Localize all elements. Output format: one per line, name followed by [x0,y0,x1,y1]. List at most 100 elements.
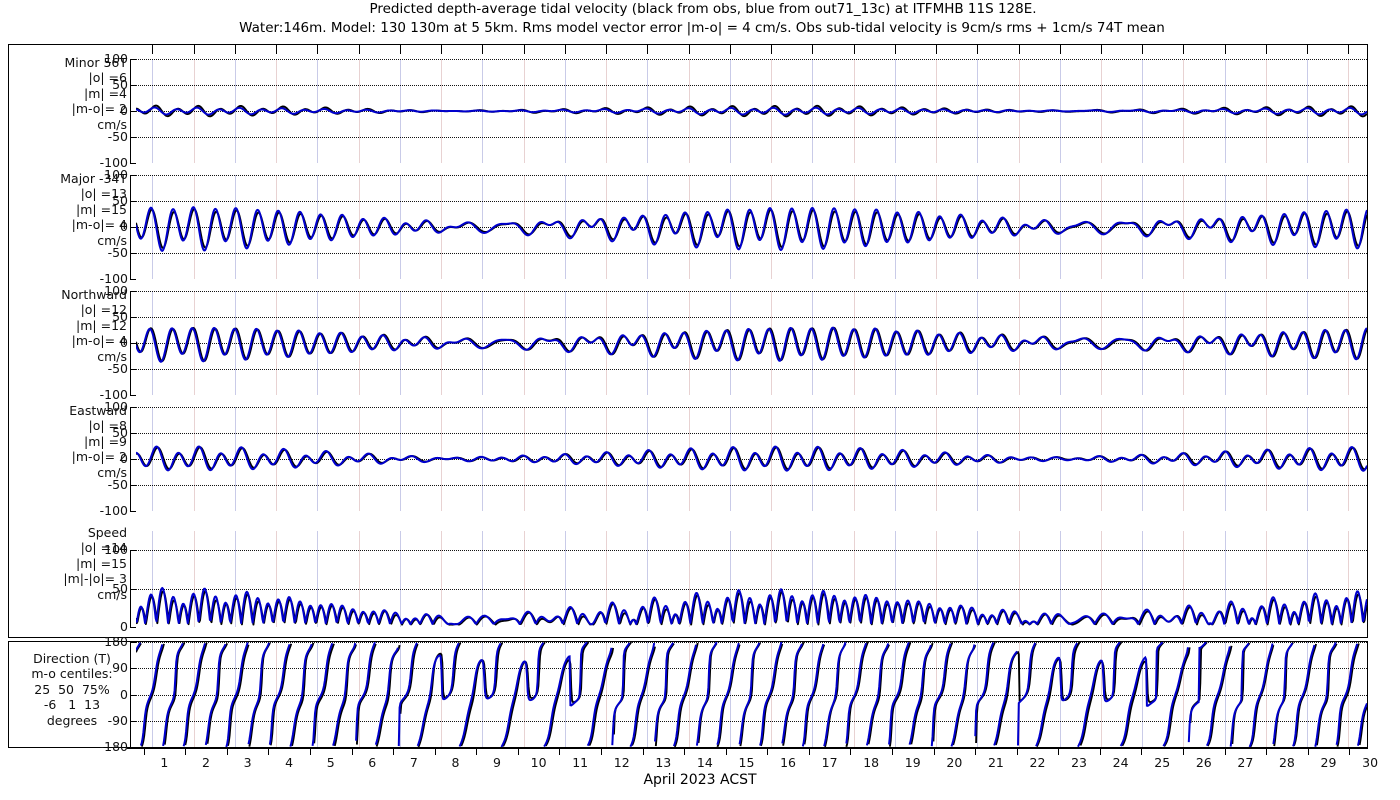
y-tick-label: -90 [107,712,128,728]
top-tick [936,45,938,54]
horizontal-gridline [136,253,1367,254]
vertical-gridline [564,531,566,627]
plot-area-eastward [136,407,1367,511]
y-tick-label: 100 [104,541,128,557]
panel-label-line: |m-o|= 4 [71,333,127,349]
y-tick-minor [130,137,136,138]
x-tick-label: 14 [696,755,713,770]
vertical-gridline [1059,531,1061,627]
top-tick [606,45,608,54]
horizontal-gridline [136,85,1367,86]
horizontal-gridline [136,137,1367,138]
x-tick [725,748,727,755]
vertical-gridline [936,531,938,627]
y-tick-label: 0 [120,334,128,350]
x-tick [434,748,436,755]
top-tick [812,45,814,54]
panel-label-line: |m| =15 [76,555,127,571]
panel-label-line: |m| =15 [76,201,127,217]
panel-northward: Northward |o| =12 |m| =12 |m-o|= 4 cm/s -100-… [9,284,1367,400]
panel-label-line: |m| =12 [76,317,127,333]
x-tick [185,748,187,755]
x-tick [975,748,977,755]
y-tick-speed [130,588,136,590]
x-tick-label: 2 [202,755,210,770]
top-tick [1059,45,1061,54]
x-tick [476,748,478,755]
horizontal-gridline [136,343,1367,344]
x-tick-label: 1 [160,755,169,770]
x-tick-label: 30 [1362,755,1379,770]
x-tick-label: 19 [904,755,921,770]
top-tick [317,45,319,54]
x-tick [642,748,644,755]
y-tick-label: -50 [107,128,128,144]
panel-label-line: |m|-|o|= 3 [63,571,127,587]
y-tick-northward [130,291,136,292]
vertical-gridline [688,531,690,627]
x-tick-label: 12 [613,755,630,770]
y-tick-direction [130,720,136,722]
y-tick-label: 0 [120,102,128,118]
x-tick [684,748,686,755]
y-tick-minor [130,85,136,86]
x-tick-label: 22 [1029,755,1046,770]
horizontal-gridline [136,291,1367,292]
x-tick [517,748,519,755]
y-tick-direction [130,668,136,670]
vertical-gridline [152,531,154,627]
y-tick-minor [130,59,136,60]
y-tick-label: 0 [120,450,128,466]
x-tick [1182,748,1184,755]
top-tick [1307,45,1309,54]
x-axis: 1 2 3 4 5 6 7 8 9 10 11 12 13 14 15 16 17 18 19 20 21 22 23 24 2… [8,748,1378,770]
y-tick-speed [130,627,136,628]
x-tick-label: 6 [368,755,377,770]
vertical-gridline [317,531,319,627]
x-tick [1349,748,1351,755]
horizontal-gridline [136,175,1367,176]
vertical-gridline [771,531,773,627]
y-tick-major [130,175,136,176]
series-model-speed [136,588,1367,624]
horizontal-gridline [136,642,1367,643]
vertical-gridline [276,531,278,627]
panel-label-line: |o| =13 [80,186,127,202]
y-tick-label: 0 [120,618,128,634]
axis-zone-minor: -100 -50 0 50 100 [100,52,1367,168]
x-tick [1099,748,1101,755]
vertical-gridline [894,531,896,627]
direction-label-line: 25 50 75% [34,681,110,697]
vertical-gridline [193,531,195,627]
x-tick-label: 10 [530,755,547,770]
vertical-gridline [441,531,443,627]
x-tick [1307,748,1309,755]
direction-plot-area [136,642,1367,747]
top-tick [482,45,484,54]
series-model-minor [136,107,1367,114]
trace-group-northward [136,291,1367,395]
y-tick-eastward [130,511,136,512]
y-axis-bracket-speed [130,550,137,627]
vertical-gridline [358,531,360,627]
axis-zone-northward: -100 -50 0 50 100 [100,284,1367,400]
vertical-gridline [523,531,525,627]
y-tick-major [130,279,136,280]
x-tick [1016,748,1018,755]
vertical-gridline [977,531,979,627]
x-tick [351,748,353,755]
y-tick-label: 100 [104,50,128,66]
axis-zone-major: -100 -50 0 50 100 [100,168,1367,284]
vertical-gridline [812,531,814,627]
y-tick-major [130,201,136,202]
x-tick [600,748,602,755]
y-tick-eastward [130,485,136,486]
panel-speed: Speed |o| =14 |m| =15 |m|-|o|= 3 cm/s 0 50 100 [9,525,1367,632]
top-tick [729,45,731,54]
horizontal-gridline [136,720,1367,722]
vertical-gridline [1224,531,1226,627]
x-tick-label: 23 [1071,755,1087,770]
x-tick [767,748,769,755]
top-tick [1018,45,1020,54]
panel-label-line: cm/s [97,464,127,480]
